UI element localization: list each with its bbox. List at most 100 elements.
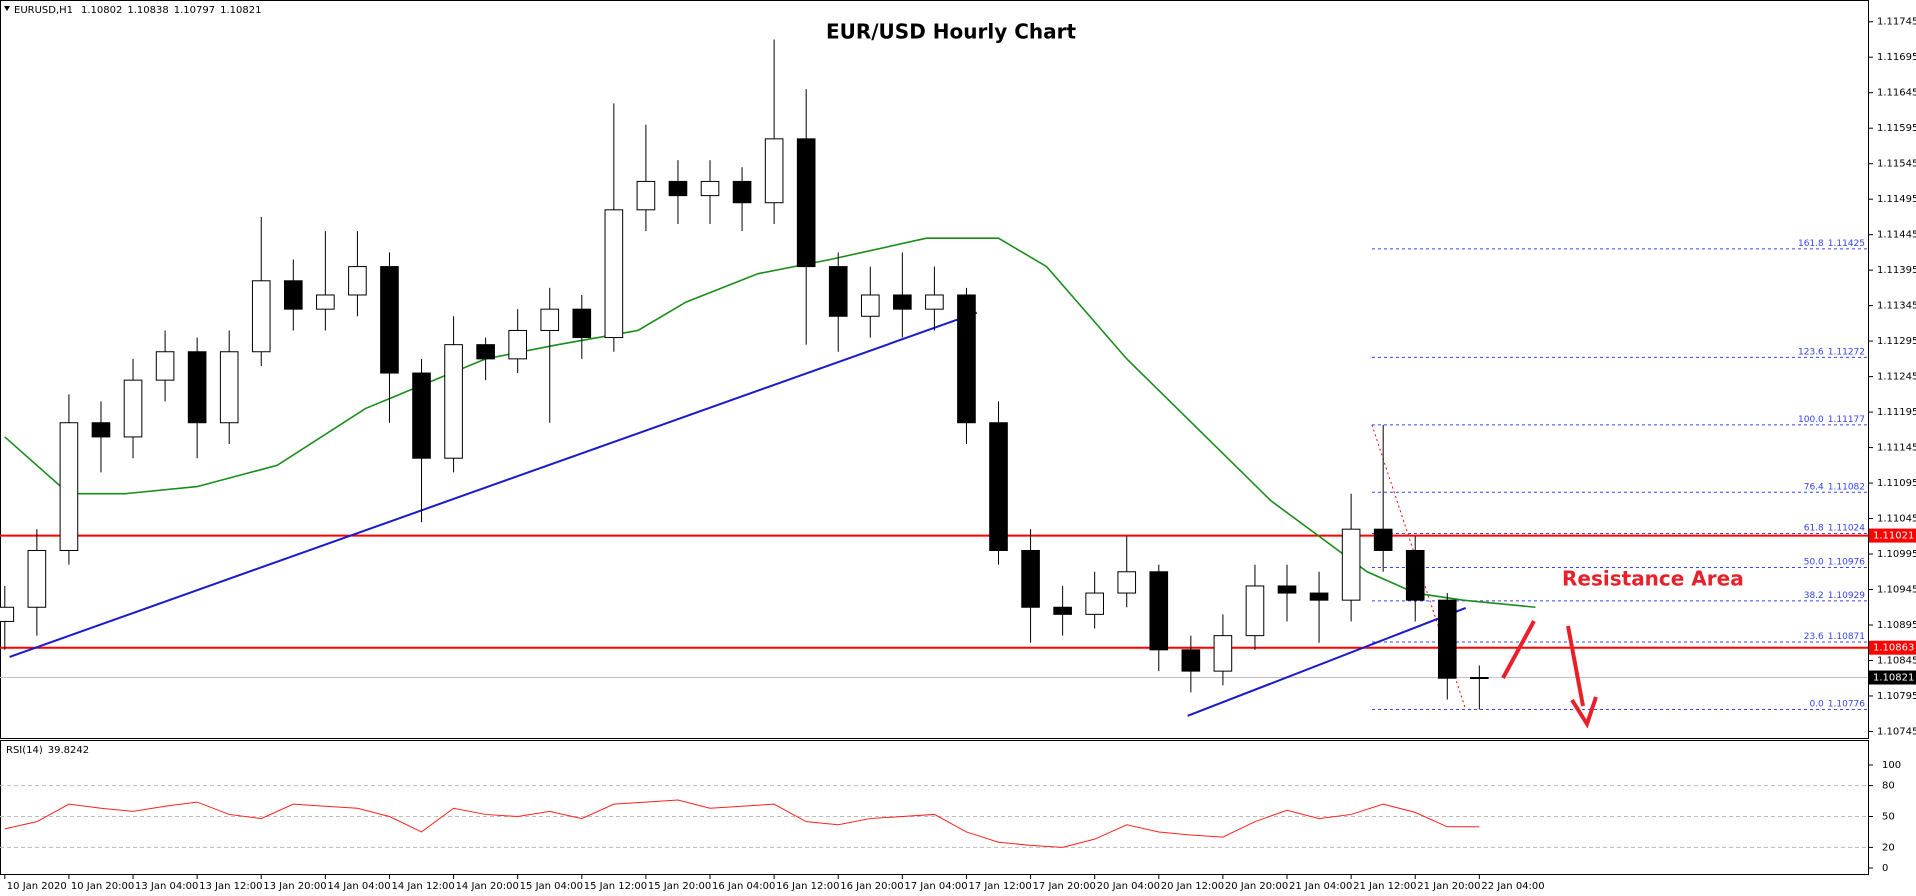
x-tick-label: 14 Jan 20:00: [456, 881, 519, 892]
candle-body: [732, 180, 752, 204]
candle-body: [668, 180, 688, 197]
candle-body: [860, 294, 880, 317]
fib-price: 1.10871: [1828, 632, 1865, 642]
close: 1.10821: [220, 5, 261, 16]
y-tick-label: 1.11295: [1877, 336, 1916, 347]
y-tick-label: 1.11595: [1877, 123, 1916, 134]
rsi-name: RSI(14): [6, 745, 43, 756]
candle-body: [893, 294, 912, 310]
level-box: [1869, 640, 1916, 655]
y-tick-label: 1.11745: [1877, 17, 1916, 28]
fib-label: 50.0 1.10976: [1804, 557, 1866, 567]
candle-body: [1245, 585, 1265, 637]
x-tick-label: 22 Jan 04:00: [1481, 881, 1544, 892]
candle-body: [1373, 528, 1393, 551]
last-price-box: [1869, 670, 1916, 685]
x-tick-label: 20 Jan 12:00: [1161, 881, 1224, 892]
x-tick-label: 14 Jan 12:00: [391, 881, 454, 892]
rsi-header: RSI(14) 39.8242: [6, 745, 89, 756]
x-tick-label: 21 Jan 20:00: [1417, 881, 1480, 892]
candle-body: [412, 372, 431, 459]
level-label: 1.10863: [1873, 643, 1914, 654]
arrows: [1501, 620, 1598, 729]
candle-body: [380, 266, 399, 374]
candle-body: [187, 351, 207, 424]
candle-body: [1405, 549, 1425, 601]
candle-body: [796, 138, 816, 268]
candle-body: [155, 351, 175, 381]
open: 1.10802: [81, 5, 122, 16]
candle-body: [348, 266, 367, 296]
candle-body: [476, 344, 495, 360]
symbol: EURUSD,H1: [14, 5, 73, 16]
rsi-tick-label: 0: [1882, 863, 1888, 874]
y-tick-label: 1.10795: [1877, 691, 1916, 702]
rsi-tick-label: 50: [1882, 812, 1895, 823]
candle-body: [251, 280, 271, 353]
candle-body: [1181, 649, 1201, 672]
x-tick-label: 20 Jan 20:00: [1225, 881, 1288, 892]
fib-price: 1.10776: [1828, 699, 1865, 709]
y-tick-label: 1.11245: [1877, 372, 1916, 383]
y-tick-label: 1.11445: [1877, 230, 1916, 241]
candle-body: [1021, 549, 1040, 608]
trend-line: [9, 311, 978, 658]
last-price-label: 1.10821: [1873, 673, 1914, 684]
y-tick-label: 1.11195: [1877, 407, 1916, 418]
candle-body: [1309, 592, 1329, 601]
fib-ratio: 0.0: [1809, 699, 1824, 709]
candle-body: [0, 606, 15, 622]
y-tick-label: 1.11395: [1877, 265, 1916, 276]
candle-body: [219, 351, 239, 424]
y-tick-label: 1.11545: [1877, 159, 1916, 170]
candle-body: [316, 294, 335, 310]
fib-ratio: 38.2: [1804, 590, 1824, 600]
candle-body: [700, 180, 720, 197]
candle-body: [27, 549, 47, 608]
candle-body: [572, 308, 592, 339]
y-tick-label: 1.10745: [1877, 726, 1916, 737]
x-tick-label: 10 Jan 20:00: [71, 881, 134, 892]
candle-body: [925, 294, 944, 310]
x-tick-label: 16 Jan 04:00: [712, 881, 775, 892]
y-tick-label: 1.11645: [1877, 88, 1916, 99]
arrow-up: [1501, 620, 1536, 679]
candle-body: [957, 294, 976, 424]
x-tick-label: 10 Jan 2020: [7, 881, 67, 892]
fib-ratio: 100.0: [1798, 414, 1824, 424]
x-tick-label: 21 Jan 04:00: [1289, 881, 1352, 892]
candle-body: [1053, 606, 1072, 615]
candle-body: [989, 422, 1008, 551]
y-tick-label: 1.11095: [1877, 478, 1916, 489]
fib-ratio: 50.0: [1804, 557, 1824, 567]
candle-body: [1437, 599, 1457, 679]
fib-label: 0.0 1.10776: [1809, 699, 1865, 709]
candle-body: [604, 209, 624, 339]
x-tick-label: 13 Jan 20:00: [263, 881, 326, 892]
x-tick-label: 15 Jan 04:00: [520, 881, 583, 892]
y-tick-label: 1.11145: [1877, 443, 1916, 454]
candle-body: [1085, 592, 1104, 615]
candle-body: [1117, 571, 1137, 594]
y-tick-label: 1.10895: [1877, 620, 1916, 631]
candle-body: [764, 138, 784, 204]
level-box: [1869, 528, 1916, 543]
arrow-down: [1566, 625, 1585, 707]
x-tick-label: 13 Jan 04:00: [135, 881, 198, 892]
high: 1.10838: [127, 5, 168, 16]
candle-body: [123, 379, 143, 438]
x-tick-label: 21 Jan 12:00: [1353, 881, 1416, 892]
fib-label: 123.6 1.11272: [1798, 347, 1865, 357]
x-tick-label: 17 Jan 20:00: [1033, 881, 1096, 892]
candle-body: [828, 266, 848, 317]
x-tick-label: 17 Jan 04:00: [904, 881, 967, 892]
rsi-line: [4, 799, 1480, 848]
fib-ratio: 76.4: [1804, 482, 1824, 492]
fib-ratio: 23.6: [1804, 632, 1824, 642]
rsi-tick-label: 100: [1882, 760, 1901, 771]
fib-price: 1.11177: [1828, 414, 1865, 424]
fib-label: 76.4 1.11082: [1804, 482, 1865, 492]
x-tick-label: 13 Jan 12:00: [199, 881, 262, 892]
